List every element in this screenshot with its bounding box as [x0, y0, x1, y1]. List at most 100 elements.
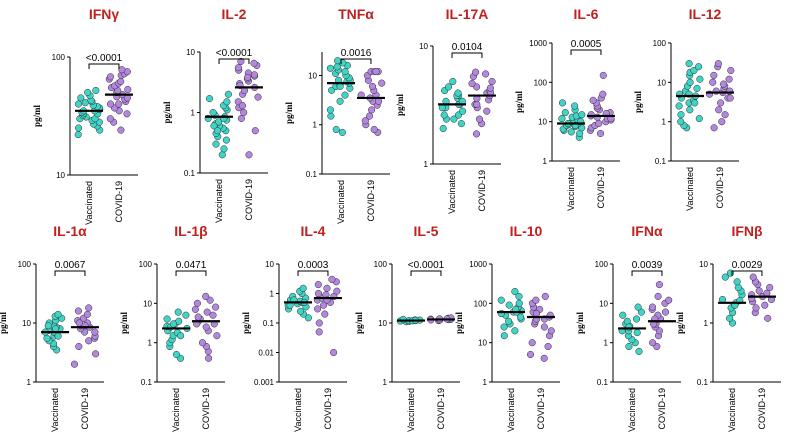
y-tick-label: 10 — [308, 71, 317, 80]
data-point — [558, 99, 567, 107]
data-point — [378, 79, 386, 87]
data-point — [118, 66, 126, 74]
data-point — [472, 68, 480, 76]
data-point — [661, 308, 670, 316]
data-point — [341, 68, 349, 76]
y-tick-label: 1000 — [469, 260, 487, 269]
category-label: Vaccinated — [727, 388, 737, 432]
data-point — [315, 319, 323, 327]
data-point — [85, 337, 93, 345]
data-point — [717, 99, 725, 107]
panel-title: IL-2 — [222, 6, 247, 22]
p-value: 0.0471 — [176, 260, 207, 271]
data-point — [191, 305, 199, 313]
data-point — [649, 339, 657, 347]
data-point — [752, 304, 760, 312]
panel-7: IL-1β 0.1 1 10 100 pg/ml Vaccinated COVID-19 0.0… — [119, 223, 225, 432]
data-point — [106, 100, 115, 108]
data-point — [561, 109, 569, 117]
data-point — [238, 102, 247, 110]
data-point — [193, 299, 201, 307]
y-tick-label: 10 — [657, 78, 666, 87]
data-point — [169, 320, 177, 328]
data-point — [733, 278, 741, 286]
y-axis-label: pg/ml — [0, 312, 8, 335]
y-axis-label: pg/ml — [633, 91, 643, 114]
data-point — [320, 301, 328, 309]
data-point — [558, 115, 566, 123]
data-point — [234, 64, 242, 72]
data-point — [596, 129, 605, 138]
y-axis-label: pg/ml — [354, 312, 364, 335]
data-point — [328, 275, 336, 283]
data-point — [677, 118, 685, 126]
data-point — [321, 310, 329, 318]
y-tick-label: 1 — [313, 121, 318, 130]
category-label: Vaccinated — [171, 388, 181, 432]
data-point — [439, 124, 447, 133]
data-point — [532, 296, 540, 304]
data-point — [245, 151, 253, 159]
data-point — [540, 323, 548, 331]
panel-8: IL-4 0.001 0.01 0.1 1 10 pg/ml Vaccinated COVID-… — [241, 223, 347, 432]
panel-3: IL-17A 1 10 pg/ml Vaccinated COVID-19 0.0104 — [395, 6, 501, 214]
category-label: COVID-19 — [657, 388, 667, 430]
data-point — [209, 311, 217, 319]
y-axis-label: pg/ml — [32, 105, 42, 128]
y-tick-label: 1 — [704, 319, 709, 328]
p-value: 0.0003 — [298, 260, 329, 271]
data-point — [117, 126, 125, 134]
data-point — [304, 314, 312, 322]
panel-title: IL-4 — [301, 223, 326, 239]
data-point — [654, 292, 662, 300]
data-point — [511, 287, 519, 296]
data-point — [203, 308, 211, 316]
panel-0: IFNγ 10 100 pg/ml Vaccinated COVID-19 <0.0001 — [32, 6, 138, 225]
y-axis-label: pg/ml — [119, 312, 129, 335]
y-axis-label: pg/ml — [162, 101, 172, 124]
significance-bracket — [410, 270, 442, 276]
y-tick-label: 10 — [143, 299, 152, 308]
data-point — [177, 332, 185, 340]
data-point — [336, 97, 344, 105]
data-point — [182, 311, 190, 319]
data-point — [655, 281, 663, 289]
y-tick-label: 0.01 — [258, 349, 274, 358]
data-point — [727, 66, 735, 75]
data-point — [365, 112, 374, 120]
y-axis-label: pg/ml — [575, 312, 585, 335]
y-tick-label: 10 — [378, 319, 387, 328]
data-point — [625, 342, 633, 351]
data-point — [511, 327, 519, 335]
y-axis-label: pg/ml — [454, 312, 464, 335]
data-point — [209, 108, 217, 117]
data-point — [540, 354, 548, 362]
data-point — [483, 107, 491, 115]
data-point — [223, 98, 231, 106]
data-point — [202, 323, 210, 331]
p-value: 0.0067 — [55, 260, 86, 271]
data-point — [721, 273, 729, 281]
data-point — [250, 59, 258, 67]
data-point — [338, 128, 346, 136]
significance-bracket — [451, 52, 483, 58]
data-point — [372, 68, 380, 76]
data-point — [599, 71, 607, 79]
data-point — [761, 301, 769, 309]
panel-10: IL-10 1 10 100 1000 pg/ml Vaccinated COVID-19 — [454, 223, 560, 432]
data-point — [685, 60, 693, 68]
data-point — [599, 90, 607, 98]
y-axis-label: pg/ml — [514, 91, 524, 114]
significance-bracket — [631, 270, 663, 276]
data-point — [710, 124, 718, 132]
data-point — [726, 314, 734, 322]
y-tick-label: 0.1 — [263, 319, 275, 328]
y-tick-label: 10 — [478, 339, 487, 348]
panel-title: IFNα — [631, 223, 663, 239]
data-point — [528, 339, 536, 347]
data-point — [75, 319, 83, 327]
data-point — [665, 296, 673, 304]
category-label: Vaccinated — [84, 181, 94, 225]
data-point — [194, 313, 202, 321]
data-point — [91, 328, 99, 336]
